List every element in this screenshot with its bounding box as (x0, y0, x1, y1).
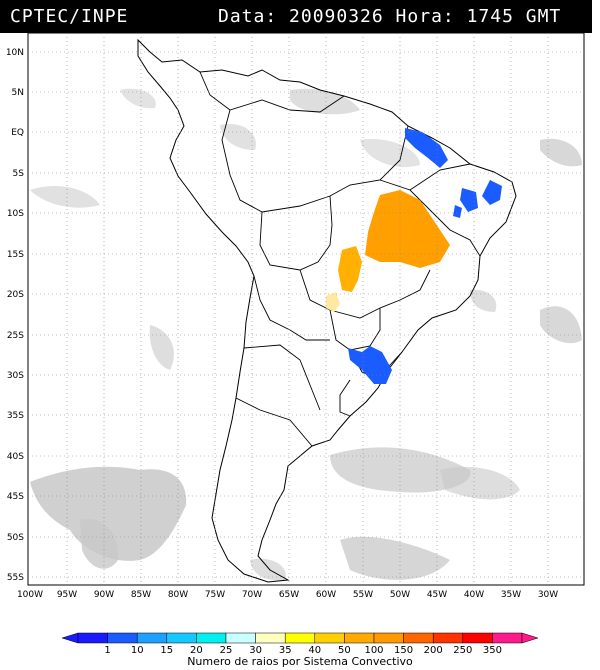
lightning-cells (326, 128, 502, 384)
lat-label: 25S (7, 331, 24, 341)
legend-swatch (403, 632, 434, 644)
lat-label: 10S (7, 209, 24, 219)
lon-label: 95W (57, 590, 77, 600)
lon-label: 70W (242, 590, 262, 600)
legend-swatch (225, 632, 256, 644)
legend-swatch (432, 632, 464, 644)
legend-swatch (284, 632, 316, 644)
lon-label: 80W (168, 590, 188, 600)
legend-tick-label: 35 (279, 645, 292, 656)
lon-label: 90W (94, 590, 114, 600)
lon-label: 50W (390, 590, 410, 600)
title-bar: CPTEC/INPE Data: 20090326 Hora: 1745 GMT (0, 0, 592, 33)
legend-tick-label: 250 (453, 645, 472, 656)
lat-label: 20S (7, 290, 24, 300)
legend-tick-label: 200 (424, 645, 443, 656)
latitude-labels: 10N 5N EQ 5S 10S 15S 20S 25S 30S 35S 40S… (6, 48, 24, 583)
legend-swatch (196, 632, 227, 644)
legend-swatch (344, 632, 375, 644)
legend-tick-label: 20 (190, 645, 203, 656)
legend-swatch (373, 632, 404, 644)
lat-label: 30S (7, 371, 24, 381)
graticule (28, 33, 584, 585)
legend-swatch (166, 632, 197, 644)
lat-label: 55S (7, 573, 24, 583)
lon-label: 35W (501, 590, 521, 600)
lon-label: 40W (464, 590, 484, 600)
legend-tick-label: 15 (160, 645, 173, 656)
cell-yellow (326, 292, 340, 312)
legend-swatch (77, 632, 108, 644)
lon-label: 30W (538, 590, 558, 600)
legend-tick-label: 10 (131, 645, 144, 656)
country-borders (199, 71, 481, 447)
legend-arrow-right (521, 632, 539, 644)
lat-label: 35S (7, 411, 24, 421)
legend-tick-label: 25 (220, 645, 233, 656)
legend-arrow-left (61, 632, 79, 644)
south-america-coastline (137, 38, 517, 583)
legend-tick-label: 150 (394, 645, 413, 656)
lon-label: 75W (205, 590, 225, 600)
lat-label: EQ (11, 128, 24, 138)
legend-swatch (314, 632, 345, 644)
legend-swatch (462, 632, 493, 644)
cell-orange-large (365, 190, 450, 268)
lat-label: 45S (7, 492, 24, 502)
legend-swatch (136, 632, 168, 644)
legend-tick-label: 50 (338, 645, 351, 656)
lat-label: 40S (7, 452, 24, 462)
cell-blue-s (348, 346, 392, 384)
legend-tick-label: 40 (308, 645, 321, 656)
legend-tick-label: 1 (104, 645, 110, 656)
lon-label: 55W (353, 590, 373, 600)
legend-tick-label: 350 (483, 645, 502, 656)
legend-swatch (492, 632, 523, 644)
cell-blue-e (482, 180, 502, 205)
legend-swatch (107, 632, 138, 644)
longitude-labels: 100W 95W 90W 85W 80W 75W 70W 65W 60W 55W… (17, 590, 558, 600)
legend-tick-label: 30 (249, 645, 262, 656)
lat-label: 15S (7, 250, 24, 260)
cell-blue-e3 (453, 205, 462, 218)
legend-labels: 1 10 15 20 25 30 35 40 50 100 150 200 250 350 (104, 645, 502, 656)
lon-label: 85W (131, 590, 151, 600)
lon-label: 60W (316, 590, 336, 600)
legend-swatch (255, 632, 286, 644)
date-time-label: Data: 20090326 Hora: 1745 GMT (218, 6, 562, 27)
color-legend (61, 632, 539, 644)
lat-label: 10N (6, 48, 24, 58)
lat-label: 50S (7, 533, 24, 543)
cell-orange-w (338, 246, 362, 292)
cloud-cover (30, 88, 582, 581)
cell-blue-e2 (460, 188, 478, 212)
lon-label: 45W (427, 590, 447, 600)
agency-label: CPTEC/INPE (10, 6, 129, 27)
lon-label: 100W (17, 590, 43, 600)
legend-tick-label: 100 (364, 645, 383, 656)
lat-label: 5S (13, 169, 25, 179)
lon-label: 65W (279, 590, 299, 600)
legend-caption: Numero de raios por Sistema Convectivo (187, 655, 413, 668)
lat-label: 5N (12, 88, 24, 98)
